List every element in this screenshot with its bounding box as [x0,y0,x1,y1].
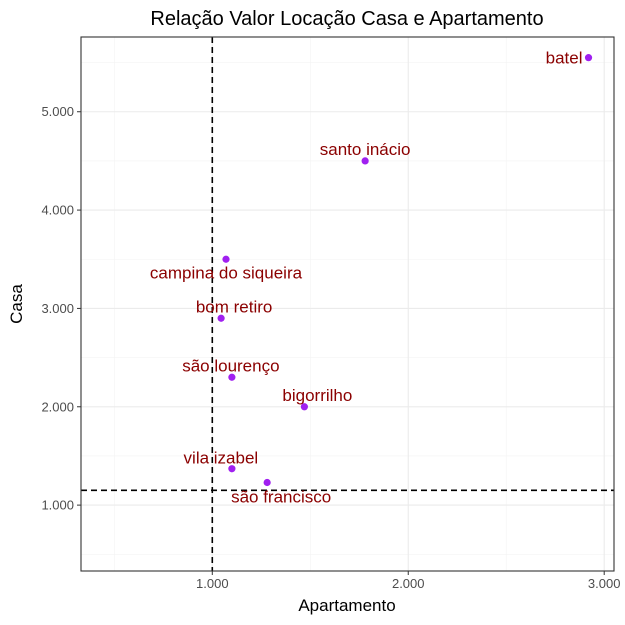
point-label: bigorrilho [282,386,352,405]
data-point [222,255,230,263]
y-tick-label: 2.000 [41,399,74,414]
y-tick-label: 3.000 [41,301,74,316]
point-label: campina do siqueira [150,263,303,282]
y-tick-label: 5.000 [41,104,74,119]
data-marks [217,54,593,487]
point-label: são francisco [231,487,331,506]
data-point [361,157,369,165]
data-point [228,373,236,381]
grid [81,37,614,571]
x-axis-title: Apartamento [298,596,395,615]
point-label: são lourenço [182,356,279,375]
point-label: vila izabel [184,449,259,468]
y-axis-title: Casa [7,284,26,324]
panel-border [80,36,615,572]
point-label: bom retiro [196,297,273,316]
data-point [228,465,236,473]
point-labels: batel santo inácio campina do siqueira bom … [150,49,583,507]
point-label: batel [546,49,583,68]
x-tick-label: 3.000 [588,576,621,591]
y-tick-label: 1.000 [41,498,74,513]
x-tick-label: 1.000 [196,576,229,591]
data-point [217,314,225,322]
point-label: santo inácio [320,140,411,159]
axes: 1.000 2.000 3.000 1.000 2.000 3.000 4.000 5.000 [41,104,620,591]
data-point [300,403,308,411]
data-point [584,54,593,62]
data-point [263,478,271,487]
reference-lines [81,37,614,571]
x-tick-label: 2.000 [392,576,425,591]
chart-title: Relação Valor Locação Casa e Apartamento [150,8,543,30]
y-tick-label: 4.000 [41,203,74,218]
